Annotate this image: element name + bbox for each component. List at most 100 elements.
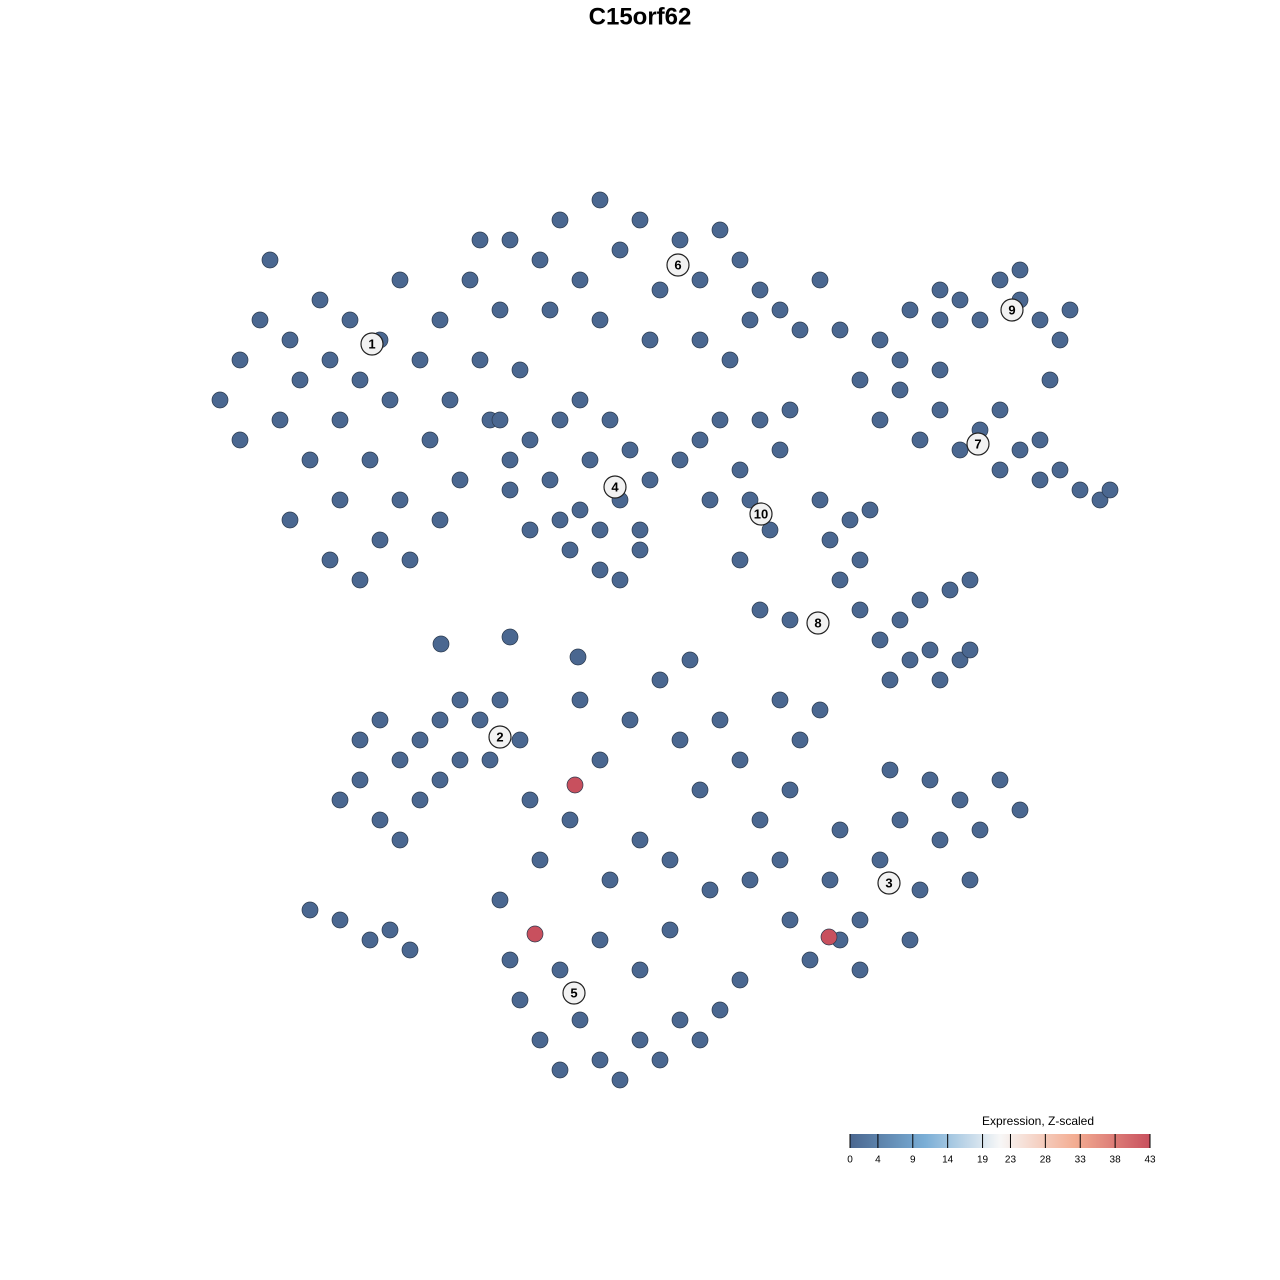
point [931,281,949,299]
point [771,441,789,459]
point [301,901,319,919]
point [511,991,529,1009]
point [611,571,629,589]
colorbar-tick-label: 0 [847,1155,853,1166]
point [591,1051,609,1069]
point [341,311,359,329]
point [391,831,409,849]
point [871,411,889,429]
colorbar-title: Expression, Z-scaled [982,1114,1094,1128]
point [831,571,849,589]
point [581,451,599,469]
point [691,331,709,349]
point [851,911,869,929]
point [351,371,369,389]
point [451,751,469,769]
point [481,751,499,769]
colorbar-tick-label: 4 [875,1155,881,1166]
point [691,431,709,449]
point [331,491,349,509]
point [541,471,559,489]
cluster-label: 2 [496,729,503,744]
point [531,1031,549,1049]
point [591,311,609,329]
point [751,281,769,299]
point [751,601,769,619]
point [801,951,819,969]
point [921,641,939,659]
point [461,271,479,289]
point [701,881,719,899]
cluster-label: 8 [814,615,821,630]
point [751,811,769,829]
point [491,891,509,909]
point [471,231,489,249]
point [781,611,799,629]
cluster-label: 10 [754,506,768,521]
point [501,628,519,646]
point [671,731,689,749]
point [631,831,649,849]
point [569,648,587,666]
point [891,811,909,829]
point [911,431,929,449]
point [711,221,729,239]
point [441,391,459,409]
colorbar-tick-label: 19 [977,1155,989,1166]
point [771,851,789,869]
point [781,401,799,419]
point [1011,261,1029,279]
point [1041,371,1059,389]
point [1061,301,1079,319]
point [251,311,269,329]
point [1051,461,1069,479]
point [911,591,929,609]
point [261,251,279,269]
point [711,411,729,429]
point [571,1011,589,1029]
colorbar-tick-label: 14 [942,1155,954,1166]
colorbar-tick-label: 33 [1075,1155,1087,1166]
cluster-label: 6 [674,257,681,272]
point [321,551,339,569]
point [371,711,389,729]
point [851,551,869,569]
point [841,511,859,529]
point [541,301,559,319]
point [971,311,989,329]
point [321,351,339,369]
point [1091,491,1109,509]
point [431,511,449,529]
point [571,501,589,519]
point [1031,471,1049,489]
point [491,411,509,429]
point [731,971,749,989]
point [811,701,829,719]
point [551,961,569,979]
point [361,451,379,469]
point [871,851,889,869]
point [231,351,249,369]
colorbar: Expression, Z-scaled 0 4 9 14 19 23 28 33 38 43 [847,1114,1156,1165]
point [591,521,609,539]
point [691,781,709,799]
point [711,711,729,729]
cluster-label-badge [877,871,901,895]
point [661,921,679,939]
point [391,751,409,769]
point [931,311,949,329]
colorbar-tick-label: 43 [1144,1155,1156,1166]
point [791,731,809,749]
point [951,791,969,809]
point [971,821,989,839]
point [1051,331,1069,349]
point [781,781,799,799]
point [526,925,544,943]
point [1011,441,1029,459]
point [931,831,949,849]
cluster-label-badge [966,432,990,456]
point [601,411,619,429]
point [561,811,579,829]
cluster-label-badge [360,332,384,356]
